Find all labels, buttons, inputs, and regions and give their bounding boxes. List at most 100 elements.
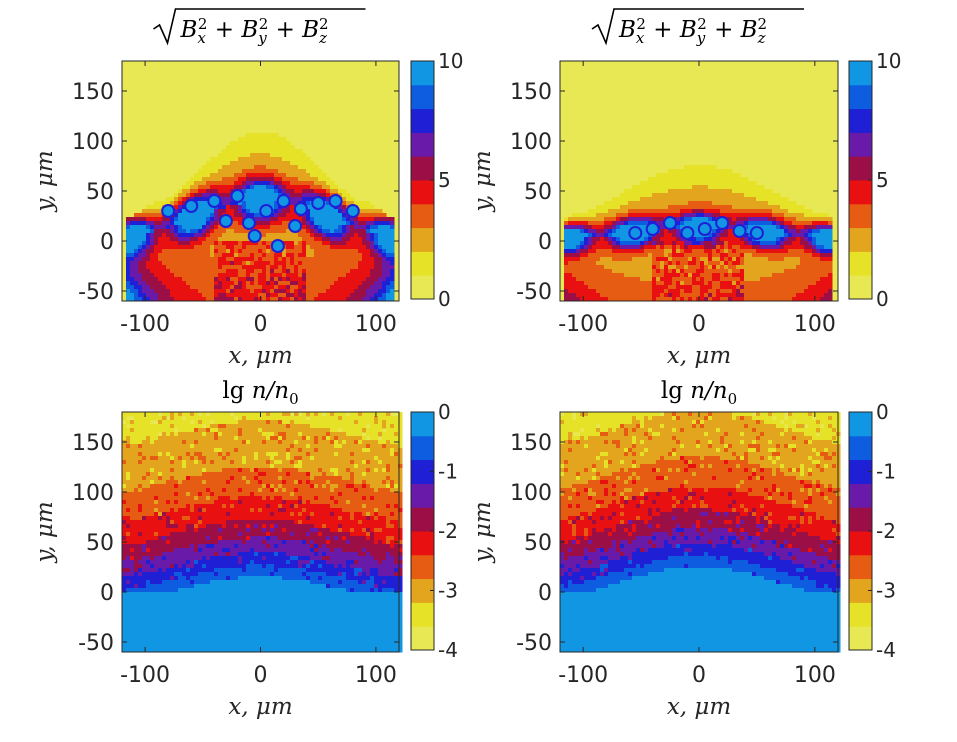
colorbar-tick-label: 5 [876, 168, 889, 192]
field-spot [345, 204, 360, 218]
x-tick-label: -100 [558, 663, 608, 688]
x-tick-label: -100 [120, 663, 170, 688]
colorbar-segment [411, 578, 434, 603]
colorbar-segment [411, 626, 434, 651]
colorbar-tick-label: 10 [438, 49, 463, 73]
colorbar-segment [411, 180, 434, 205]
plot-title: Bx2 + By2 + Bz2 [591, 8, 804, 47]
colorbar: -4 -3 -2 -1 0 [848, 400, 896, 662]
colorbar-segment [849, 108, 872, 133]
colorbar-tick-label: -4 [876, 638, 896, 662]
y-tick-label: 150 [72, 80, 114, 105]
sqrt-sign [153, 8, 366, 46]
plot-title: Bx2 + By2 + Bz2 [153, 8, 366, 47]
y-tick-label: 100 [510, 130, 552, 155]
field-spot [241, 216, 256, 230]
heatmap-cells [564, 165, 833, 302]
colorbar-segment [411, 531, 434, 556]
colorbar-segment [411, 412, 434, 437]
colorbar-segment [411, 108, 434, 133]
colorbar-segment [411, 459, 434, 484]
y-tick-label: 150 [510, 431, 552, 456]
x-tick-label: -100 [558, 312, 608, 337]
field-spot [270, 239, 285, 253]
plot-title: lg n/n0 [661, 378, 737, 408]
field-spot [328, 194, 343, 208]
colorbar-segment [849, 84, 872, 110]
y-tick-label: 100 [510, 481, 552, 506]
colorbar-tick-label: -3 [876, 579, 896, 603]
x-tick-label: 0 [692, 312, 706, 337]
colorbar-segment [411, 435, 434, 461]
heatmap-cells [560, 412, 841, 653]
colorbar: 0 5 10 [410, 49, 463, 311]
colorbar-tick-label: -4 [438, 638, 458, 662]
x-axis-label: x, μm [228, 343, 292, 369]
y-tick-label: 100 [72, 481, 114, 506]
field-spot [288, 219, 303, 233]
colorbar-segment [849, 602, 872, 627]
field-spot [247, 229, 262, 243]
y-tick-label: 50 [524, 531, 552, 556]
y-tick-label: -50 [516, 280, 552, 305]
colorbar-segment [849, 578, 872, 603]
field-spot [628, 226, 643, 240]
y-tick-label: 0 [100, 230, 114, 255]
y-tick-label: 50 [86, 531, 114, 556]
colorbar-segment [849, 554, 872, 580]
colorbar: 0 5 10 [848, 49, 901, 311]
field-spot [749, 226, 764, 240]
y-tick-label: -50 [78, 280, 114, 305]
colorbar-segment [411, 275, 434, 300]
x-axis-label: x, μm [667, 343, 731, 369]
x-tick-label: 100 [794, 663, 836, 688]
title-text: Bx2 + By2 + Bz2 [180, 15, 329, 47]
y-tick-label: 150 [510, 80, 552, 105]
field-spot [161, 204, 176, 218]
y-tick-label: 0 [100, 581, 114, 606]
colorbar-segment [411, 507, 434, 532]
field-spot [230, 189, 245, 203]
field-spot [276, 194, 291, 208]
field-spot [645, 222, 660, 236]
colorbar-segment [849, 626, 872, 651]
colorbar-tick-label: -1 [438, 460, 458, 484]
colorbar-tick-label: -2 [876, 519, 896, 543]
field-spot [184, 199, 199, 213]
y-axis-label: y, μm [32, 501, 58, 563]
field-spot [293, 202, 308, 216]
x-axis-label: x, μm [228, 694, 292, 720]
field-spot [218, 214, 233, 228]
field-spot [680, 226, 695, 240]
y-tick-label: -50 [78, 631, 114, 656]
colorbar-segment [849, 459, 872, 484]
colorbar-tick-label: -1 [876, 460, 896, 484]
colorbar-segment [849, 531, 872, 556]
colorbar-segment [849, 180, 872, 205]
colorbar-segment [411, 84, 434, 110]
colorbar-segment [849, 251, 872, 276]
plot-title: lg n/n0 [222, 378, 298, 408]
colorbar-segment [411, 483, 434, 508]
colorbar-segment [411, 227, 434, 252]
sqrt-sign [591, 8, 804, 46]
colorbar: -4 -3 -2 -1 0 [410, 400, 458, 662]
y-axis-label: y, μm [32, 150, 58, 212]
field-spot [732, 224, 747, 238]
colorbar-segment [849, 203, 872, 229]
colorbar-segment [411, 203, 434, 229]
field-spot [207, 194, 222, 208]
x-tick-label: 0 [254, 663, 268, 688]
colorbar-segment [411, 602, 434, 627]
colorbar-tick-label: 0 [876, 400, 889, 424]
colorbar-segment [849, 156, 872, 181]
y-tick-label: -50 [516, 631, 552, 656]
x-tick-label: 100 [355, 312, 397, 337]
colorbar-segment [411, 61, 434, 86]
y-tick-label: 150 [72, 431, 114, 456]
colorbar-tick-label: -3 [438, 579, 458, 603]
